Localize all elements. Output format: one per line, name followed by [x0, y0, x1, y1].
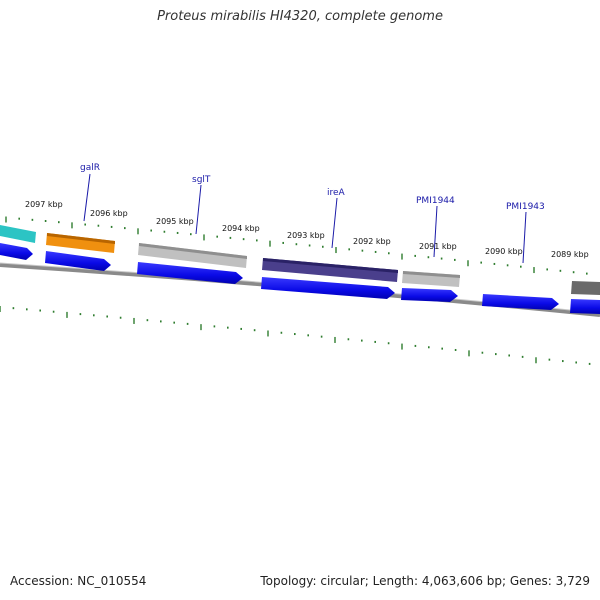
kbp-label: 2090 kbp: [485, 247, 523, 256]
feature-bar-galR[interactable]: [46, 233, 115, 253]
pointer-ireA: [331, 197, 338, 249]
gene-label-PMI1943[interactable]: PMI1943: [506, 202, 545, 212]
cds-arrow-3[interactable]: [137, 262, 243, 284]
pointer-PMI1944: [433, 205, 438, 258]
feature-bar-ireA[interactable]: [262, 258, 398, 282]
gene-label-PMI1944[interactable]: PMI1944: [416, 196, 455, 206]
kbp-label: 2094 kbp: [222, 224, 260, 233]
kbp-labels: 2097 kbp 2096 kbp 2095 kbp 2094 kbp 2093…: [25, 200, 589, 259]
feature-bar-PMI1944-top: [403, 271, 460, 278]
feature-tracks: [0, 225, 600, 295]
kbp-label: 2096 kbp: [90, 209, 128, 218]
feature-bar-cyan[interactable]: [0, 225, 36, 243]
cds-track: [0, 243, 600, 314]
kbp-label: 2092 kbp: [353, 237, 391, 246]
kbp-label: 2089 kbp: [551, 250, 589, 259]
gene-label-ireA[interactable]: ireA: [327, 188, 346, 198]
feature-bar-galR-top: [47, 233, 115, 244]
gene-label-sglT[interactable]: sglT: [192, 175, 211, 185]
inner-tick-ring: [0, 306, 591, 365]
gene-pointers: [83, 173, 527, 264]
kbp-label: 2095 kbp: [156, 217, 194, 226]
cds-arrow-6[interactable]: [482, 294, 559, 310]
cds-arrow-1[interactable]: [0, 243, 33, 260]
cds-arrow-2[interactable]: [45, 251, 111, 271]
outer-tick-ring: [5, 216, 588, 275]
map-title: Proteus mirabilis HI4320, complete genom…: [157, 9, 443, 24]
feature-bar-sglT[interactable]: [138, 243, 247, 268]
cds-arrow-4[interactable]: [261, 277, 395, 299]
pointer-galR: [83, 173, 91, 222]
feature-bar-ireA-top: [263, 258, 398, 273]
cds-arrow-5[interactable]: [401, 288, 458, 302]
pointer-sglT: [195, 184, 202, 235]
pointer-PMI1943: [522, 211, 527, 264]
feature-bar-sglT-top: [139, 243, 247, 259]
cds-arrow-7[interactable]: [570, 299, 600, 314]
gene-labels: galR sglT ireA PMI1944 PMI1943: [80, 163, 545, 212]
gene-label-galR[interactable]: galR: [80, 163, 100, 173]
accession-text: Accession: NC_010554: [10, 574, 147, 588]
kbp-label: 2091 kbp: [419, 242, 457, 251]
feature-bar-gray-right[interactable]: [571, 281, 600, 295]
kbp-label: 2093 kbp: [287, 231, 325, 240]
kbp-label: 2097 kbp: [25, 200, 63, 209]
genome-summary-text: Topology: circular; Length: 4,063,606 bp…: [260, 574, 590, 588]
